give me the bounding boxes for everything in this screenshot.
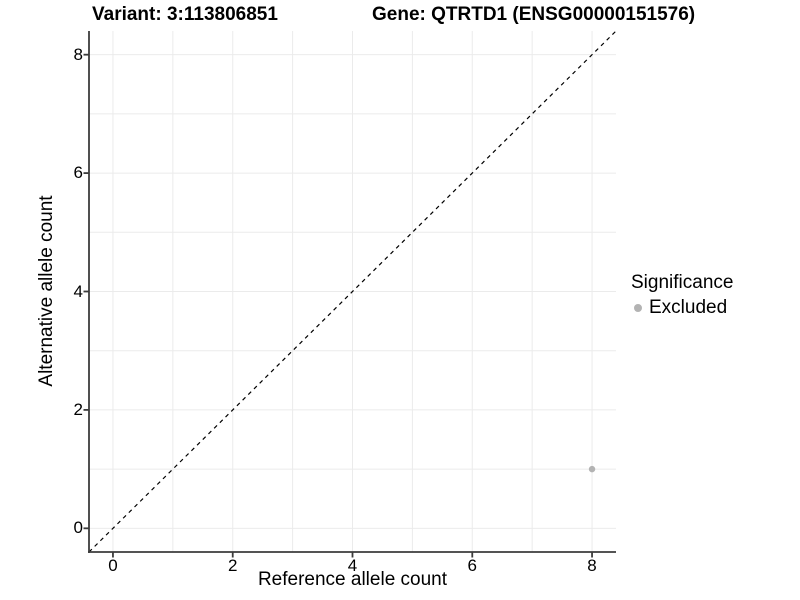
y-tick-label: 2 [73, 399, 83, 419]
x-tick-label: 0 [108, 556, 118, 575]
legend-key-point-icon [634, 304, 642, 312]
x-tick-label: 4 [347, 556, 358, 575]
x-tick-label: 6 [467, 556, 477, 575]
legend-items: Excluded [631, 297, 733, 319]
y-tick-label: 0 [73, 518, 83, 538]
gene-title: Gene: QTRTD1 (ENSG00000151576) [372, 4, 696, 25]
x-tick-label: 8 [587, 556, 597, 575]
y-tick-label: 8 [73, 44, 83, 64]
x-tick-label: 2 [227, 556, 238, 575]
data-point [588, 465, 596, 473]
x-axis-label: Reference allele count [257, 569, 448, 590]
legend-title: Significance [631, 272, 734, 293]
legend-item-label: Excluded [649, 297, 728, 318]
y-tick-label: 4 [73, 281, 83, 301]
y-axis-label: Alternative allele count [36, 195, 57, 387]
y-tick-label: 6 [73, 163, 83, 183]
identity-line [88, 30, 617, 553]
legend-item: Excluded [631, 297, 733, 319]
variant-title: Variant: 3:113806851 [92, 4, 278, 25]
legend: Significance Excluded [631, 272, 733, 319]
